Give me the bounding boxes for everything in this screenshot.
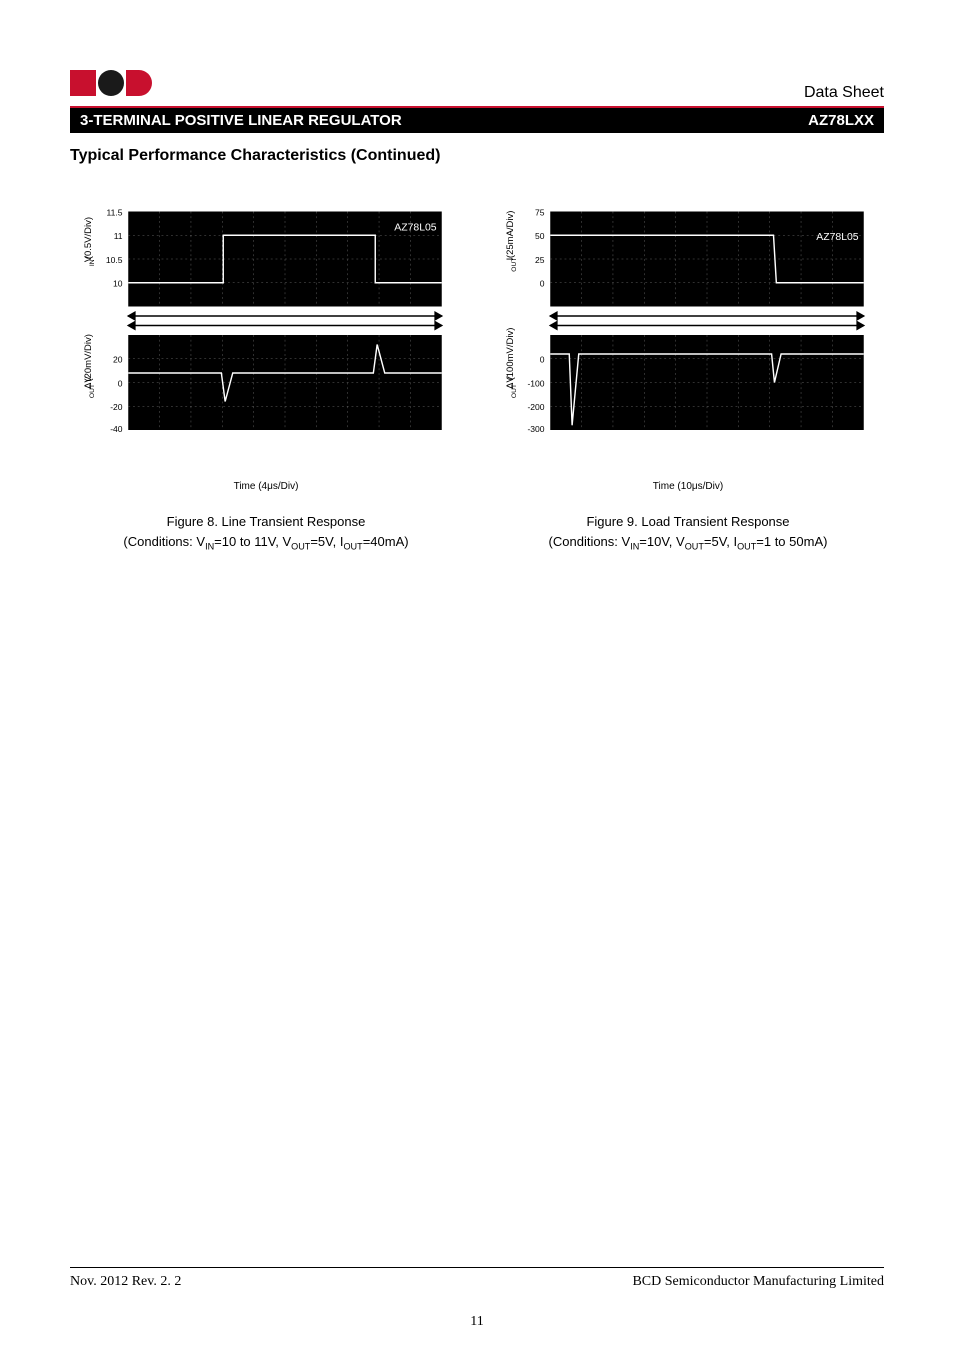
page-number: 11 (470, 1314, 483, 1330)
t: 0 (118, 378, 123, 388)
x-axis-markers-left (128, 312, 442, 329)
y-label-bot-right-sub: OUT (511, 384, 518, 398)
t: 11 (114, 231, 123, 241)
y-label-top-left-u: (0.5V/Div) (83, 217, 94, 259)
y-label-top-right-u: (25mA/Div) (505, 211, 516, 259)
series-label-right: AZ78L05 (816, 232, 859, 243)
caption-figure-8: Figure 8. Line Transient Response (Condi… (70, 512, 462, 554)
t: 25 (535, 255, 545, 265)
footer-rule (70, 1267, 884, 1268)
caption-figure-9: Figure 9. Load Transient Response (Condi… (492, 512, 884, 554)
t: -20 (110, 402, 123, 412)
datasheet-label: Data Sheet (70, 84, 884, 102)
x-label-right: Time (10μs/Div) (653, 481, 723, 492)
charts-row: AZ78L05 11.5 11 10.5 10 V IN (0.5V/Div) (70, 195, 884, 492)
series-label-left: AZ78L05 (394, 223, 437, 234)
t: 0 (540, 279, 545, 289)
x-axis-markers-right (550, 312, 864, 329)
y-label-top-left-sub: IN (89, 259, 96, 266)
t: 0 (540, 355, 545, 365)
t: 10 (113, 279, 123, 289)
section-heading: Typical Performance Characteristics (Con… (70, 147, 884, 165)
captions-row: Figure 8. Line Transient Response (Condi… (70, 512, 884, 554)
t: -300 (527, 424, 544, 434)
caption-title-9: Figure 9. Load Transient Response (492, 512, 884, 532)
footer-revision: Nov. 2012 Rev. 2. 2 (70, 1274, 181, 1290)
title-left: 3-TERMINAL POSITIVE LINEAR REGULATOR (80, 112, 402, 129)
logo-square (70, 70, 96, 96)
t: -40 (110, 424, 123, 434)
logo-d-shape (126, 70, 152, 96)
y-label-bot-left-sub: OUT (89, 384, 96, 398)
x-label-left: Time (4μs/Div) (234, 481, 299, 492)
title-right: AZ78LXX (808, 112, 874, 129)
t: 20 (113, 355, 123, 365)
page-footer: Nov. 2012 Rev. 2. 2 BCD Semiconductor Ma… (70, 1267, 884, 1290)
caption-conditions-9: (Conditions: VIN=10V, VOUT=5V, IOUT=1 to… (492, 532, 884, 554)
y-label-top-right-sub: OUT (511, 258, 518, 272)
caption-title-8: Figure 8. Line Transient Response (70, 512, 462, 532)
y-label-bot-left-u: (20mV/Div) (83, 334, 94, 382)
y-label-bot-right-u: (100mV/Div) (505, 328, 516, 381)
logo-circle (98, 70, 124, 96)
t: -200 (527, 402, 544, 412)
t: -100 (527, 378, 544, 388)
caption-conditions-8: (Conditions: VIN=10 to 11V, VOUT=5V, IOU… (70, 532, 462, 554)
page-container: Data Sheet 3-TERMINAL POSITIVE LINEAR RE… (0, 0, 954, 1350)
chart-line-transient: AZ78L05 11.5 11 10.5 10 V IN (0.5V/Div) (70, 195, 462, 492)
oscilloscope-figure-9: AZ78L05 75 50 25 0 I OUT (25mA/Div) (498, 195, 878, 475)
t: 50 (535, 231, 545, 241)
footer-company: BCD Semiconductor Manufacturing Limited (632, 1274, 884, 1290)
t: 11.5 (107, 207, 123, 217)
t: 10.5 (106, 255, 123, 265)
title-bar: 3-TERMINAL POSITIVE LINEAR REGULATOR AZ7… (70, 106, 884, 133)
t: 75 (535, 207, 545, 217)
oscilloscope-figure-8: AZ78L05 11.5 11 10.5 10 V IN (0.5V/Div) (76, 195, 456, 475)
chart-load-transient: AZ78L05 75 50 25 0 I OUT (25mA/Div) (492, 195, 884, 492)
